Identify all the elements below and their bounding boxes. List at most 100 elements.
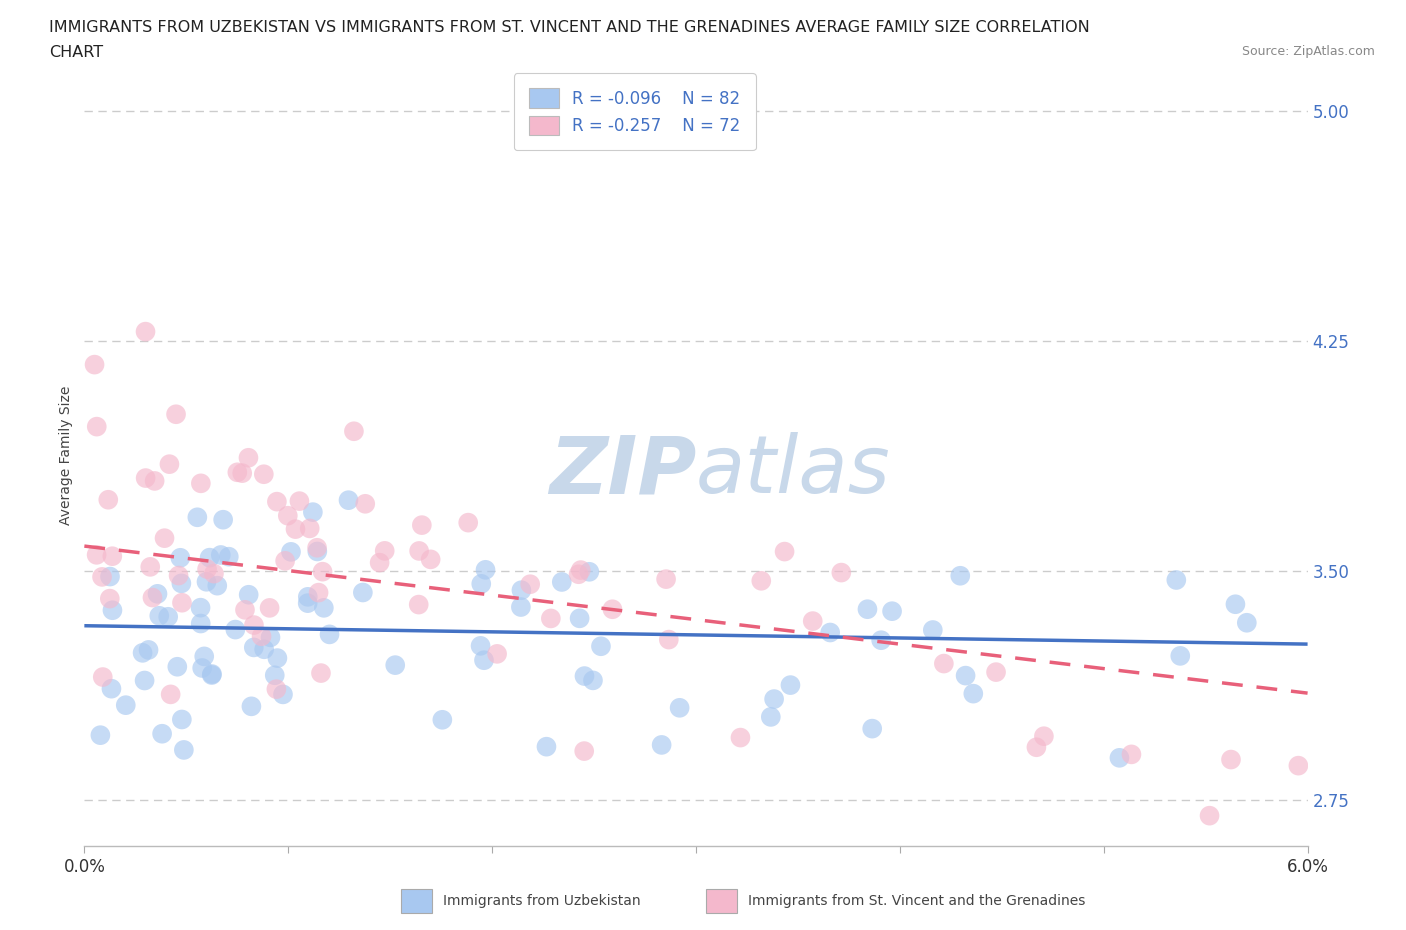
Point (243, 618, 266, 632)
Point (801, 614, 824, 629)
Point (233, 603, 256, 618)
Point (651, 737, 673, 752)
Point (1286, 758, 1309, 773)
Point (266, 651, 288, 666)
Point (201, 668, 224, 683)
Point (209, 548, 232, 563)
Point (962, 686, 984, 701)
Point (86, 419, 108, 434)
Point (470, 577, 492, 591)
Point (138, 643, 160, 658)
Point (856, 602, 879, 617)
Point (186, 510, 208, 525)
Point (602, 602, 624, 617)
Point (253, 467, 276, 482)
Point (880, 604, 903, 618)
Point (195, 575, 218, 590)
Point (509, 600, 531, 615)
Point (830, 565, 852, 580)
Point (1236, 616, 1258, 631)
Point (568, 611, 591, 626)
Text: CHART: CHART (49, 45, 103, 60)
Point (101, 603, 124, 618)
Text: Source: ZipAtlas.com: Source: ZipAtlas.com (1241, 45, 1375, 58)
Point (165, 406, 187, 421)
Point (280, 544, 302, 559)
Point (860, 721, 883, 736)
Point (263, 668, 285, 683)
Point (818, 625, 841, 640)
Point (238, 450, 260, 465)
Point (302, 505, 325, 520)
Point (308, 585, 330, 600)
Point (1108, 751, 1130, 765)
Point (238, 587, 260, 602)
Point (318, 627, 340, 642)
Point (224, 622, 246, 637)
Point (519, 577, 541, 591)
Point (259, 630, 281, 644)
Point (749, 574, 772, 589)
Point (218, 550, 240, 565)
Point (148, 608, 170, 623)
Point (408, 543, 430, 558)
Point (135, 471, 157, 485)
Point (352, 585, 374, 600)
Point (201, 667, 224, 682)
Point (166, 659, 188, 674)
Point (284, 522, 307, 537)
Point (368, 555, 391, 570)
Point (408, 597, 430, 612)
Point (100, 682, 122, 697)
Point (190, 476, 212, 491)
Point (763, 692, 786, 707)
Point (170, 712, 193, 727)
Point (309, 666, 332, 681)
Y-axis label: Average Family Size: Average Family Size (59, 386, 73, 525)
Point (510, 583, 533, 598)
Point (374, 543, 396, 558)
Point (536, 739, 558, 754)
Point (190, 616, 212, 631)
Point (170, 576, 193, 591)
Point (486, 646, 509, 661)
Point (551, 575, 574, 590)
Point (457, 515, 479, 530)
Point (191, 660, 214, 675)
Point (83, 357, 105, 372)
Point (297, 596, 319, 611)
Point (354, 497, 377, 512)
Point (266, 682, 288, 697)
Point (921, 622, 943, 637)
Point (271, 687, 294, 702)
Point (759, 710, 782, 724)
Point (277, 509, 299, 524)
Point (131, 645, 153, 660)
Point (159, 687, 181, 702)
Text: Immigrants from Uzbekistan: Immigrants from Uzbekistan (443, 894, 641, 909)
Text: atlas: atlas (696, 432, 891, 511)
Point (274, 553, 297, 568)
Point (1032, 729, 1054, 744)
Point (472, 653, 495, 668)
Point (307, 544, 329, 559)
Point (1121, 747, 1143, 762)
Point (173, 742, 195, 757)
Point (89, 728, 111, 743)
Point (135, 325, 157, 339)
Point (259, 601, 281, 616)
Point (474, 563, 496, 578)
Legend: R = -0.096    N = 82, R = -0.257    N = 72: R = -0.096 N = 82, R = -0.257 N = 72 (515, 73, 755, 151)
Point (1225, 597, 1247, 612)
Point (91, 569, 114, 584)
Point (312, 601, 335, 616)
Point (101, 549, 124, 564)
Point (157, 609, 180, 624)
Point (773, 544, 796, 559)
Point (470, 638, 492, 653)
Text: Immigrants from St. Vincent and the Grenadines: Immigrants from St. Vincent and the Gren… (748, 894, 1085, 909)
Point (1025, 740, 1047, 755)
Point (146, 587, 169, 602)
Point (568, 566, 591, 581)
Point (243, 640, 266, 655)
